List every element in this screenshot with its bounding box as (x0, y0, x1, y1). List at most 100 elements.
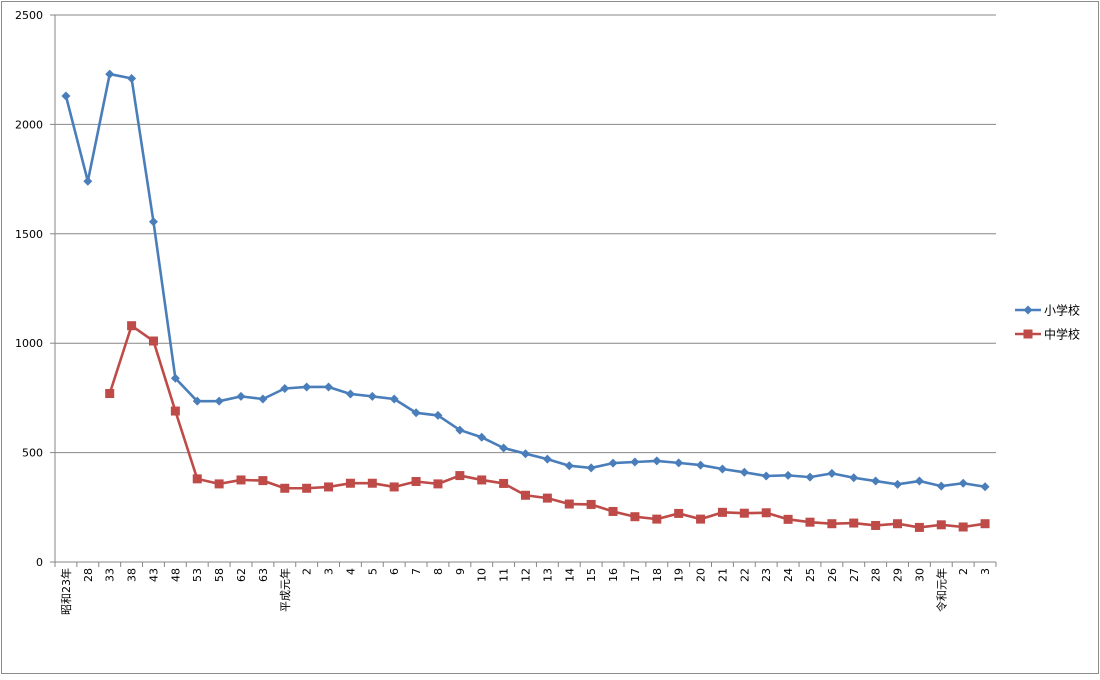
series-1-point (367, 478, 377, 488)
series-0-point (827, 468, 837, 478)
x-tick-label: 3 (323, 568, 336, 575)
series-1-point (105, 389, 115, 399)
x-tick-label: 28 (870, 568, 883, 582)
x-tick-label: 5 (366, 568, 379, 575)
series-0-point (302, 382, 312, 392)
x-tick-label: 21 (716, 568, 729, 582)
y-tick-label: 1500 (15, 228, 43, 241)
x-axis-tick-labels: 昭和23年 28 33 38 43 48 53 58 62 63 平成元年 2 3 4 5 6 7 8 9 10 11 1… (59, 568, 992, 615)
x-tick-label: 63 (257, 568, 270, 582)
series-1-point (914, 522, 924, 532)
legend-marker-0 (1023, 305, 1033, 315)
series-1-point (652, 514, 662, 524)
series-0-point (455, 425, 465, 435)
series-1-point (958, 522, 968, 532)
series-0-point (652, 456, 662, 466)
series-0-point (739, 467, 749, 477)
series-0-point (61, 91, 71, 101)
series-1-point (936, 520, 946, 530)
x-tick-label: 15 (585, 568, 598, 582)
x-tick-label: 24 (782, 568, 795, 582)
series-1-point (455, 471, 465, 481)
series-1-point (827, 519, 837, 529)
y-tick-label: 1000 (15, 337, 43, 350)
series-1-point (674, 508, 684, 518)
series-0-point (608, 458, 618, 468)
x-tick-label: 16 (607, 568, 620, 582)
x-tick-label: 11 (498, 568, 511, 582)
y-tick-label: 2500 (15, 9, 43, 22)
x-tick-label: 13 (541, 568, 554, 582)
series-0-point (717, 464, 727, 474)
series-1-point (696, 514, 706, 524)
series-0-point (893, 479, 903, 489)
x-tick-label: 33 (104, 568, 117, 582)
series-1-point (783, 514, 793, 524)
x-tick-label: 26 (826, 568, 839, 582)
series-1-point (192, 474, 202, 484)
series-0-point (127, 73, 137, 83)
series-0-point (258, 394, 268, 404)
x-tick-label: 17 (629, 568, 642, 582)
series-1-point (805, 517, 815, 527)
x-tick-label: 9 (454, 568, 467, 575)
x-tick-label: 22 (738, 568, 751, 582)
series-0-point (411, 408, 421, 418)
series-1-point (499, 478, 509, 488)
series-1-point (717, 507, 727, 517)
series-1-point (280, 483, 290, 493)
series-0-point (783, 470, 793, 480)
series-1-point (564, 499, 574, 509)
x-tick-label: 12 (520, 568, 533, 582)
series-0-point (192, 396, 202, 406)
series-0-point (564, 461, 574, 471)
series-1-point (214, 479, 224, 489)
series-0-point (170, 373, 180, 383)
x-tick-label: 2 (957, 568, 970, 575)
x-tick-label: 6 (388, 568, 401, 575)
series-1-point (521, 490, 530, 500)
series-0-point (345, 389, 355, 399)
x-tick-label: 4 (344, 568, 357, 575)
series-1-point (127, 321, 137, 331)
series-0-point (958, 478, 968, 488)
series-0-point (83, 176, 93, 186)
series-1-point (236, 475, 246, 485)
series-0-point (499, 443, 509, 453)
series-1-point (389, 482, 399, 492)
series-1-point (324, 482, 334, 492)
series-0-point (805, 472, 815, 482)
series-0-point (433, 410, 443, 420)
x-tick-label: 10 (476, 568, 489, 582)
series-1-point (433, 479, 443, 489)
x-tick-label: 28 (82, 568, 95, 582)
series-lines (64, 72, 986, 529)
x-tick-label: 62 (235, 568, 248, 582)
series-1-point (345, 478, 355, 488)
y-tick-label: 0 (36, 556, 43, 569)
series-0-point (389, 394, 399, 404)
x-tick-label: 7 (410, 568, 423, 575)
legend-label-1: 中学校 (1044, 327, 1080, 342)
series-0-point (236, 391, 246, 401)
y-tick-label: 500 (22, 447, 43, 460)
series-0-point (542, 454, 552, 464)
axes (50, 14, 997, 567)
x-tick-label: 20 (695, 568, 708, 582)
series-0-point (914, 476, 924, 486)
series-0-point (521, 449, 530, 459)
x-tick-label: 平成元年 (278, 568, 292, 612)
x-tick-label: 43 (147, 568, 160, 582)
series-1-point (739, 508, 749, 518)
x-tick-label: 令和元年 (934, 568, 948, 612)
series-1-point (893, 519, 903, 529)
series-1-point (411, 476, 421, 486)
series-0-point (849, 473, 859, 483)
x-tick-label: 53 (191, 568, 204, 582)
series-0-point (280, 383, 290, 393)
x-tick-label: 14 (563, 568, 576, 582)
series-1-point (258, 476, 268, 486)
series-0-point (586, 463, 596, 473)
series-0-point (148, 217, 158, 227)
